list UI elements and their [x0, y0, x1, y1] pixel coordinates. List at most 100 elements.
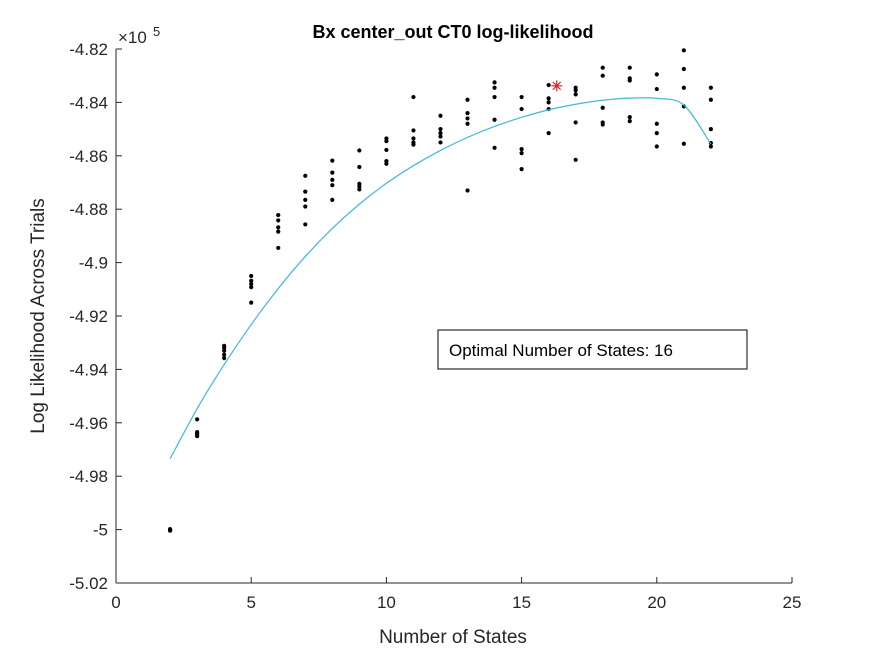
scatter-point	[465, 110, 470, 116]
scatter-point	[303, 189, 308, 194]
y-tick-label: -4.96	[69, 414, 108, 433]
scatter-point	[546, 100, 551, 105]
scatter-point	[438, 113, 443, 118]
optimum-marker	[551, 80, 563, 92]
scatter-point	[465, 121, 470, 126]
scatter-point	[330, 158, 335, 163]
scatter-point	[519, 167, 524, 172]
scatter-point	[573, 88, 578, 93]
scatter-point	[492, 85, 497, 90]
x-tick-label: 20	[647, 593, 666, 612]
y-axis-exponent: ×10 5	[118, 24, 160, 47]
scatter-point	[708, 97, 713, 102]
scatter-point	[573, 157, 578, 162]
y-exponent-power: 5	[153, 24, 160, 39]
scatter-point	[600, 65, 605, 70]
scatter-point	[303, 204, 308, 209]
scatter-point	[681, 141, 686, 146]
scatter-point	[519, 94, 524, 100]
scatter-point	[167, 528, 173, 533]
y-exponent-base: ×10	[118, 28, 147, 47]
scatter-point	[546, 131, 551, 136]
x-tick-label: 10	[377, 593, 396, 612]
scatter-point	[357, 164, 362, 170]
scatter-point	[222, 352, 227, 357]
scatter-point	[708, 85, 713, 90]
scatter-point	[600, 122, 605, 127]
scatter-point	[303, 222, 308, 227]
scatter-point	[384, 147, 389, 153]
y-tick-label: -4.9	[79, 254, 108, 273]
optimum-star-stroke	[552, 81, 562, 91]
scatter-point	[519, 151, 524, 156]
scatter-point	[438, 127, 443, 132]
annotation-border	[437, 329, 748, 370]
scatter-point	[492, 145, 497, 150]
scatter-point	[654, 144, 659, 149]
x-tick-label: 0	[111, 593, 120, 612]
plot-area: 0 5 10 15 20 25 -5.02 -5 -4.98 -4.96 -4.94 -4.92 -4…	[69, 40, 801, 612]
y-tick-label: -4.86	[69, 147, 108, 166]
scatter-point	[681, 85, 686, 90]
scatter-point	[195, 417, 200, 422]
x-axis-label: Number of States	[379, 627, 527, 648]
scatter-point	[276, 229, 281, 234]
scatter-point	[438, 131, 443, 136]
y-tick-label: -4.84	[69, 93, 108, 112]
scatter-point	[357, 187, 362, 192]
scatter-point	[492, 94, 497, 100]
fit-curve-line	[169, 97, 712, 460]
scatter-point	[438, 134, 443, 139]
scatter-point	[627, 78, 632, 83]
annotation-text: Optimal Number of States: 16	[449, 341, 673, 360]
y-axis-label: Log Likelihood Across Trials	[28, 198, 49, 434]
scatter-point	[681, 66, 686, 72]
scatter-point	[303, 173, 308, 178]
scatter-point	[600, 105, 605, 110]
scatter-point	[411, 136, 416, 141]
x-tick-label: 5	[246, 593, 255, 612]
scatter-point	[357, 148, 362, 153]
scatter-point	[411, 142, 416, 147]
scatter-point	[492, 80, 497, 85]
scatter-point	[654, 131, 659, 136]
scatter-point	[708, 127, 713, 132]
scatter-point	[438, 140, 443, 145]
x-ticks: 0 5 10 15 20 25	[111, 577, 801, 612]
y-tick-label: -5.02	[69, 574, 108, 593]
scatter-point	[465, 97, 470, 102]
scatter-point	[249, 285, 254, 290]
scatter-point	[519, 147, 524, 152]
scatter-point	[465, 116, 470, 121]
scatter-point	[519, 106, 524, 112]
scatter-point	[249, 273, 254, 279]
scatter-point	[573, 92, 578, 97]
scatter-point	[249, 281, 254, 287]
scatter-point	[411, 94, 416, 100]
scatter-point	[573, 120, 578, 125]
scatter-point	[384, 139, 389, 144]
scatter-point	[681, 48, 686, 53]
scatter-point	[546, 96, 551, 101]
scatter-point	[384, 161, 389, 166]
scatter-point	[222, 356, 227, 361]
y-tick-label: -5	[93, 521, 108, 540]
annotation-box: Optimal Number of States: 16	[437, 329, 748, 370]
scatter-point	[276, 212, 281, 218]
scatter-point	[411, 128, 416, 133]
scatter-point	[276, 225, 281, 230]
scatter-point	[546, 82, 551, 88]
y-tick-label: -4.94	[69, 360, 108, 379]
scatter-point	[222, 348, 227, 353]
scatter-point	[654, 86, 659, 92]
scatter-point	[654, 121, 659, 126]
scatter-point	[492, 117, 497, 122]
scatter-point	[627, 118, 632, 124]
scatter-point	[195, 434, 200, 439]
scatter-point	[627, 114, 632, 120]
scatter-point	[654, 72, 659, 77]
x-tick-label: 25	[783, 593, 802, 612]
scatter-point	[276, 245, 281, 251]
